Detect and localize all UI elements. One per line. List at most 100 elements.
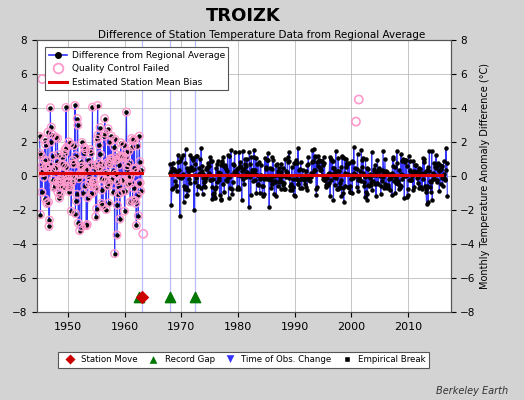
Point <box>397 170 406 177</box>
Point <box>419 154 427 161</box>
Point <box>256 176 265 182</box>
Point <box>57 175 65 182</box>
Point <box>394 181 402 188</box>
Point <box>43 166 52 172</box>
Point <box>440 171 448 177</box>
Point <box>291 176 300 182</box>
Point <box>339 184 347 191</box>
Point <box>63 179 72 186</box>
Point <box>377 183 385 190</box>
Point <box>114 191 123 197</box>
Point <box>311 153 320 160</box>
Point <box>106 138 114 145</box>
Point <box>432 161 441 168</box>
Point <box>44 129 52 136</box>
Point <box>51 182 59 189</box>
Point <box>99 203 107 209</box>
Point <box>90 181 99 188</box>
Text: Difference of Station Temperature Data from Regional Average: Difference of Station Temperature Data f… <box>99 30 425 40</box>
Point <box>422 189 430 195</box>
Point <box>136 158 144 165</box>
Point <box>69 175 78 182</box>
Point <box>81 167 90 173</box>
Point <box>259 183 267 189</box>
Point <box>243 168 252 175</box>
Point <box>275 179 283 185</box>
Point <box>108 168 117 174</box>
Point <box>126 175 134 182</box>
Point <box>339 190 347 196</box>
Point <box>438 175 446 182</box>
Point <box>133 142 141 149</box>
Point <box>180 186 189 192</box>
Point <box>343 160 351 166</box>
Point <box>374 166 382 173</box>
Point <box>202 175 210 182</box>
Point <box>271 178 279 185</box>
Point <box>181 160 189 166</box>
Point <box>181 146 190 152</box>
Point <box>166 161 174 167</box>
Point <box>366 174 375 181</box>
Point <box>130 166 138 172</box>
Point <box>363 165 371 171</box>
Point <box>101 115 109 122</box>
Point <box>37 170 45 176</box>
Point <box>106 156 115 162</box>
Point <box>263 176 271 182</box>
Point <box>95 165 104 171</box>
Point <box>117 189 126 195</box>
Point <box>68 179 76 186</box>
Point <box>131 165 139 172</box>
Point <box>56 183 64 189</box>
Point <box>80 144 89 151</box>
Point <box>388 156 397 162</box>
Point <box>88 162 96 168</box>
Point <box>92 214 100 220</box>
Point <box>66 172 74 178</box>
Point <box>268 154 277 160</box>
Point <box>97 176 105 182</box>
Point <box>64 183 72 190</box>
Point <box>433 177 442 184</box>
Point <box>125 160 134 166</box>
Point <box>251 170 259 177</box>
Point <box>35 133 43 140</box>
Point <box>118 176 126 183</box>
Point <box>113 232 121 238</box>
Point <box>372 172 380 178</box>
Point <box>280 180 289 186</box>
Point <box>106 138 114 145</box>
Point <box>194 170 203 177</box>
Point <box>93 205 101 212</box>
Point <box>437 166 445 172</box>
Point <box>191 294 200 300</box>
Point <box>441 176 450 182</box>
Point <box>134 79 142 86</box>
Point <box>266 174 275 180</box>
Point <box>325 170 333 176</box>
Point <box>252 189 260 196</box>
Point <box>38 76 47 82</box>
Point <box>98 161 106 167</box>
Point <box>337 192 346 199</box>
Point <box>384 184 392 190</box>
Point <box>375 165 383 172</box>
Point <box>428 148 436 154</box>
Point <box>215 175 223 181</box>
Point <box>62 104 70 111</box>
Point <box>58 161 66 167</box>
Point <box>50 184 58 191</box>
Point <box>131 165 139 172</box>
Point <box>85 178 94 184</box>
Point <box>426 178 434 184</box>
Point <box>41 196 49 202</box>
Point <box>239 176 247 182</box>
Point <box>334 185 343 191</box>
Point <box>231 168 239 174</box>
Point <box>53 135 62 142</box>
Point <box>303 187 311 193</box>
Point <box>440 174 449 181</box>
Point <box>234 164 243 171</box>
Point <box>354 188 363 194</box>
